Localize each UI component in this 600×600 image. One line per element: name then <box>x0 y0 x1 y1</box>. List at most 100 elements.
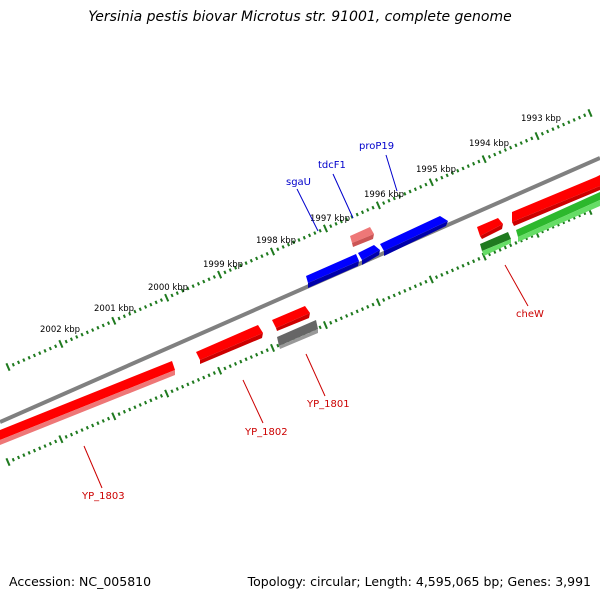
minor-tick <box>445 173 449 178</box>
minor-tick <box>345 314 349 318</box>
gene-arrow[interactable] <box>350 227 374 243</box>
major-tick <box>5 362 11 372</box>
minor-tick <box>191 380 195 385</box>
major-tick <box>270 343 276 352</box>
minor-tick <box>27 355 31 360</box>
gene-label-YP_1802[interactable]: YP_1802 <box>244 427 288 438</box>
minor-tick <box>307 233 312 238</box>
minor-tick <box>397 194 402 199</box>
major-tick <box>164 293 170 302</box>
inner-tick-row <box>5 206 593 467</box>
minor-tick <box>249 258 253 263</box>
minor-tick <box>456 168 460 173</box>
minor-tick <box>297 238 301 242</box>
gene-arrow[interactable] <box>512 175 600 222</box>
gene-arrow-proP19-shade <box>384 221 448 256</box>
minor-tick <box>382 298 386 302</box>
minor-tick <box>117 412 121 416</box>
minor-tick <box>339 316 343 321</box>
minor-tick <box>170 293 174 298</box>
minor-tick <box>133 405 137 410</box>
minor-tick <box>233 362 238 366</box>
minor-tick <box>419 185 423 189</box>
gene-arrow-cheW[interactable] <box>480 232 511 251</box>
minor-tick <box>128 407 132 412</box>
minor-tick <box>286 242 291 247</box>
gene-arrow-tdcF1-shade <box>362 250 380 265</box>
minor-tick <box>207 373 211 378</box>
gene-arrow-YP_1803-shade <box>0 370 175 445</box>
major-tick <box>217 270 223 279</box>
leader-line <box>305 353 326 397</box>
minor-tick <box>503 245 507 250</box>
kbp-label: 1994 kbp <box>469 139 509 149</box>
minor-tick <box>461 166 465 171</box>
minor-tick <box>260 254 264 259</box>
minor-tick <box>32 448 37 453</box>
kbp-label: 1996 kbp <box>364 190 404 200</box>
minor-tick <box>583 113 587 118</box>
minor-tick <box>11 457 15 462</box>
gene-arrow-YP_1802[interactable] <box>196 325 263 360</box>
gene-arrow-YP_1801[interactable] <box>277 320 318 346</box>
gene-label-tdcF1[interactable]: tdcF1 <box>318 160 346 171</box>
gene-arrow <box>518 200 600 242</box>
gene-arrow-sgaU[interactable] <box>306 254 359 283</box>
minor-tick <box>350 311 354 316</box>
major-tick <box>58 339 64 348</box>
minor-tick <box>186 382 190 387</box>
kbp-label: 1998 kbp <box>256 236 296 246</box>
minor-tick <box>413 284 417 289</box>
minor-tick <box>149 302 153 307</box>
major-tick <box>322 321 328 330</box>
minor-tick <box>54 439 58 444</box>
kbp-label: 1997 kbp <box>310 214 350 224</box>
kbp-label: 2002 kbp <box>40 325 80 335</box>
outer-tick-row <box>5 108 593 372</box>
major-tick <box>375 201 381 210</box>
gene-arrow-YP_1803[interactable] <box>0 361 175 440</box>
minor-tick <box>186 286 190 291</box>
minor-tick <box>387 198 391 203</box>
gene-arrow-proP19[interactable] <box>380 216 448 251</box>
minor-tick <box>477 159 481 164</box>
minor-tick <box>530 136 534 141</box>
minor-tick <box>143 305 148 309</box>
minor-tick <box>440 273 444 277</box>
minor-tick <box>202 279 206 284</box>
minor-tick <box>27 450 31 455</box>
gene-label-proP19[interactable]: proP19 <box>359 141 394 152</box>
leader-line <box>296 188 319 232</box>
minor-tick <box>159 393 164 398</box>
gene-arrow[interactable] <box>516 192 600 237</box>
minor-tick <box>54 344 58 349</box>
minor-tick <box>466 261 470 266</box>
gene-label-YP_1803[interactable]: YP_1803 <box>81 491 125 502</box>
gene-arrow-tdcF1[interactable] <box>358 245 380 260</box>
minor-tick <box>498 150 502 155</box>
minor-tick <box>360 210 365 215</box>
gene-label-YP_1801[interactable]: YP_1801 <box>306 399 350 410</box>
major-tick <box>164 389 170 398</box>
major-tick <box>481 252 487 261</box>
kbp-label: 1999 kbp <box>203 260 243 270</box>
minor-tick <box>11 362 15 367</box>
minor-tick <box>22 358 26 362</box>
gene-arrow[interactable] <box>272 306 310 328</box>
minor-tick <box>170 389 174 394</box>
gene-arrow[interactable] <box>480 224 503 239</box>
gene-arrow[interactable] <box>512 186 600 226</box>
gene-arrow[interactable] <box>477 218 503 236</box>
leader-lines <box>83 154 529 489</box>
minor-tick <box>514 241 518 245</box>
major-tick <box>428 275 434 284</box>
minor-tick <box>461 263 465 268</box>
minor-tick <box>122 409 126 414</box>
minor-tick <box>239 359 243 364</box>
gene-label-sgaU[interactable]: sgaU <box>286 177 311 188</box>
minor-tick <box>408 189 412 194</box>
minor-tick <box>371 205 375 210</box>
minor-tick <box>175 291 179 295</box>
gene-label-cheW[interactable]: cheW <box>516 309 544 320</box>
